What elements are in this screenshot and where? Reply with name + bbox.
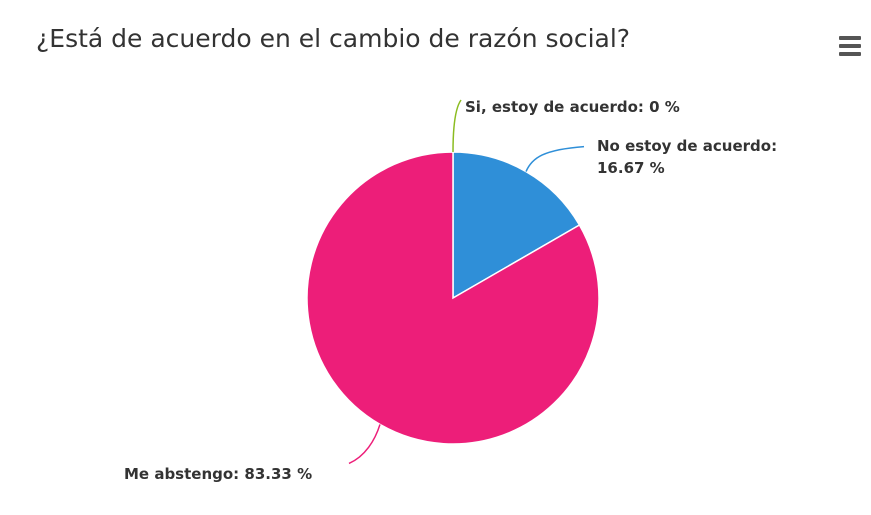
data-label-si-text: Si, estoy de acuerdo: 0 % [465,98,680,116]
connector-no [526,147,584,172]
data-label-abstengo: Me abstengo: 83.33 % [124,465,312,483]
data-label-no-line1: No estoy de acuerdo: [597,137,777,155]
pie-slices [307,152,599,444]
connector-abstengo [349,424,380,463]
data-label-abstengo-text: Me abstengo: 83.33 % [124,465,312,483]
data-label-si: Si, estoy de acuerdo: 0 % [465,98,680,116]
data-label-no: No estoy de acuerdo: 16.67 % [597,137,782,177]
connector-si [453,100,461,152]
data-label-no-line2: 16.67 % [597,159,665,177]
